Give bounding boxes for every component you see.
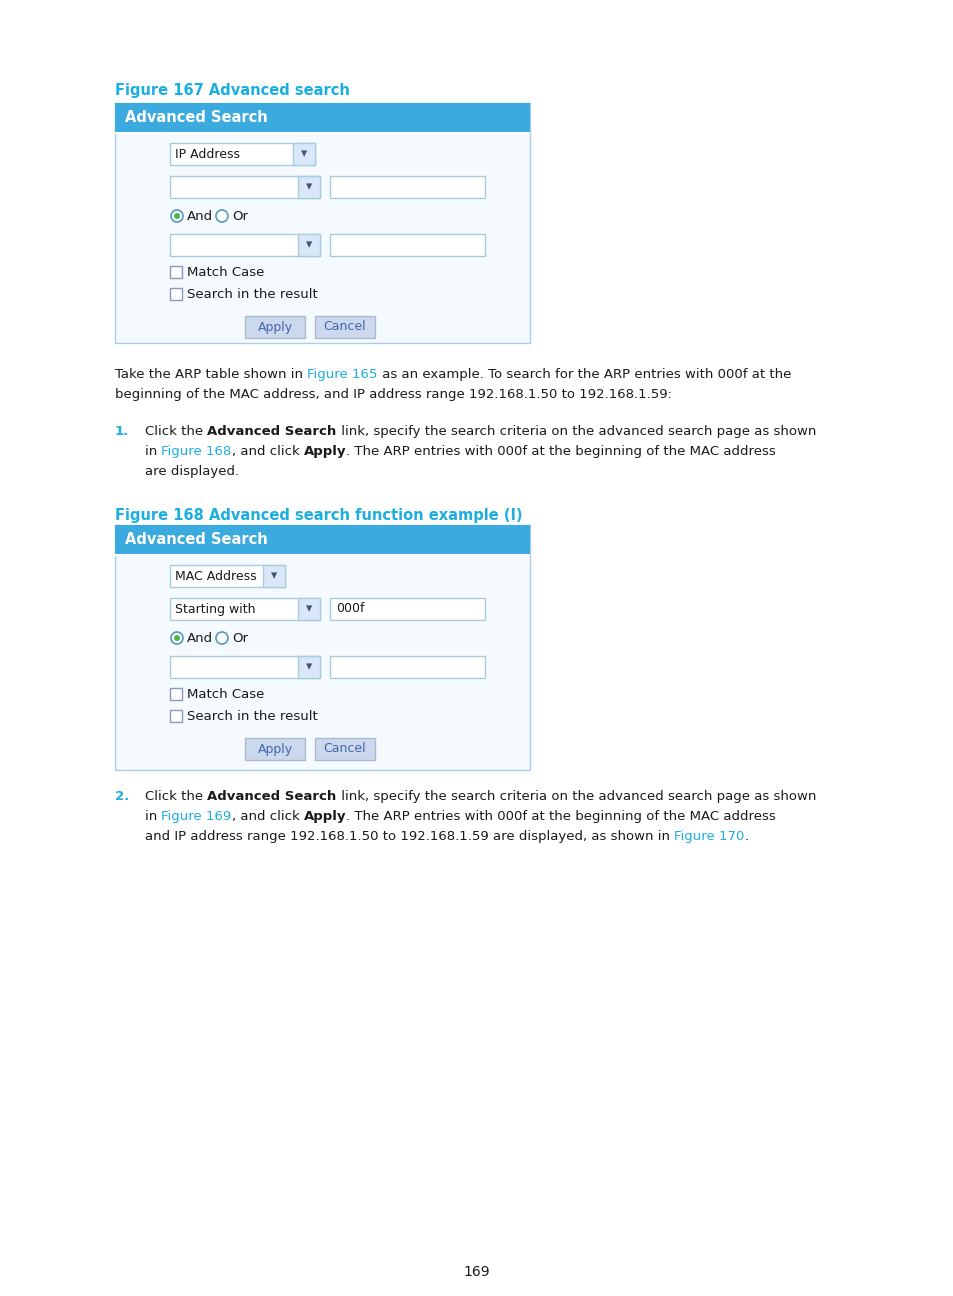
- Circle shape: [173, 635, 180, 642]
- Text: Match Case: Match Case: [187, 687, 264, 701]
- Text: Figure 169: Figure 169: [161, 810, 232, 823]
- Circle shape: [171, 632, 183, 644]
- Bar: [115, 525, 530, 555]
- Text: MAC Address: MAC Address: [174, 569, 256, 582]
- Text: , and click: , and click: [232, 810, 303, 823]
- Text: Apply: Apply: [257, 743, 293, 756]
- Bar: [245, 737, 305, 759]
- Bar: [297, 235, 319, 257]
- Text: 2.: 2.: [115, 791, 129, 804]
- Bar: [115, 102, 530, 343]
- Text: Apply: Apply: [257, 320, 293, 333]
- Text: Or: Or: [232, 631, 248, 644]
- Text: . The ARP entries with 000f at the beginning of the MAC address: . The ARP entries with 000f at the begin…: [346, 445, 775, 457]
- Text: Click the: Click the: [145, 791, 207, 804]
- Bar: [170, 597, 319, 619]
- Text: Cancel: Cancel: [323, 320, 366, 333]
- Text: 169: 169: [463, 1265, 490, 1279]
- Text: ▾: ▾: [300, 148, 307, 161]
- Text: ▾: ▾: [306, 603, 312, 616]
- Text: Figure 167 Advanced search: Figure 167 Advanced search: [115, 83, 350, 98]
- Text: Search in the result: Search in the result: [187, 288, 317, 301]
- Bar: [170, 288, 182, 299]
- Text: in: in: [145, 810, 161, 823]
- Bar: [170, 176, 319, 198]
- Text: Or: Or: [232, 210, 248, 223]
- Text: ▾: ▾: [306, 238, 312, 251]
- Circle shape: [215, 210, 228, 222]
- Bar: [115, 525, 530, 770]
- Bar: [330, 656, 484, 678]
- Text: in: in: [145, 445, 161, 457]
- Bar: [245, 316, 305, 338]
- Bar: [297, 597, 319, 619]
- Bar: [170, 235, 319, 257]
- Bar: [314, 737, 375, 759]
- Text: Figure 168: Figure 168: [161, 445, 232, 457]
- Bar: [293, 143, 314, 165]
- Bar: [297, 656, 319, 678]
- Bar: [263, 565, 285, 587]
- Text: Cancel: Cancel: [323, 743, 366, 756]
- Text: ▾: ▾: [306, 180, 312, 193]
- Bar: [330, 235, 484, 257]
- Bar: [314, 316, 375, 338]
- Text: and IP address range 192.168.1.50 to 192.168.1.59 are displayed, as shown in: and IP address range 192.168.1.50 to 192…: [145, 829, 674, 842]
- Text: Figure 165: Figure 165: [307, 368, 377, 381]
- Text: as an example. To search for the ARP entries with 000f at the: as an example. To search for the ARP ent…: [377, 368, 790, 381]
- Text: Apply: Apply: [303, 445, 346, 457]
- Bar: [297, 176, 319, 198]
- Bar: [170, 688, 182, 700]
- Text: Figure 170: Figure 170: [674, 829, 744, 842]
- Bar: [170, 710, 182, 722]
- Text: are displayed.: are displayed.: [145, 465, 239, 478]
- Text: Click the: Click the: [145, 425, 207, 438]
- Text: beginning of the MAC address, and IP address range 192.168.1.50 to 192.168.1.59:: beginning of the MAC address, and IP add…: [115, 388, 671, 400]
- Bar: [170, 565, 285, 587]
- Text: Figure 168 Advanced search function example (I): Figure 168 Advanced search function exam…: [115, 508, 522, 524]
- Text: link, specify the search criteria on the advanced search page as shown: link, specify the search criteria on the…: [336, 425, 815, 438]
- Bar: [170, 266, 182, 279]
- Text: 1.: 1.: [115, 425, 129, 438]
- Text: Advanced Search: Advanced Search: [207, 425, 336, 438]
- Text: ▾: ▾: [271, 569, 276, 582]
- Text: link, specify the search criteria on the advanced search page as shown: link, specify the search criteria on the…: [336, 791, 815, 804]
- Text: , and click: , and click: [232, 445, 303, 457]
- Text: Search in the result: Search in the result: [187, 709, 317, 722]
- Text: Take the ARP table shown in: Take the ARP table shown in: [115, 368, 307, 381]
- Text: IP Address: IP Address: [174, 148, 240, 161]
- Text: Advanced Search: Advanced Search: [125, 110, 268, 126]
- Text: Starting with: Starting with: [174, 603, 255, 616]
- Text: Advanced Search: Advanced Search: [207, 791, 336, 804]
- Text: Advanced Search: Advanced Search: [125, 533, 268, 547]
- Circle shape: [171, 210, 183, 222]
- Bar: [170, 656, 319, 678]
- Text: .: .: [744, 829, 748, 842]
- Bar: [330, 597, 484, 619]
- Text: Match Case: Match Case: [187, 266, 264, 279]
- Text: And: And: [187, 210, 213, 223]
- Circle shape: [215, 632, 228, 644]
- Text: 000f: 000f: [335, 603, 364, 616]
- Bar: [330, 176, 484, 198]
- Bar: [170, 143, 314, 165]
- Bar: [115, 102, 530, 133]
- Text: ▾: ▾: [306, 661, 312, 674]
- Circle shape: [173, 213, 180, 219]
- Text: . The ARP entries with 000f at the beginning of the MAC address: . The ARP entries with 000f at the begin…: [346, 810, 775, 823]
- Text: Apply: Apply: [303, 810, 346, 823]
- Text: And: And: [187, 631, 213, 644]
